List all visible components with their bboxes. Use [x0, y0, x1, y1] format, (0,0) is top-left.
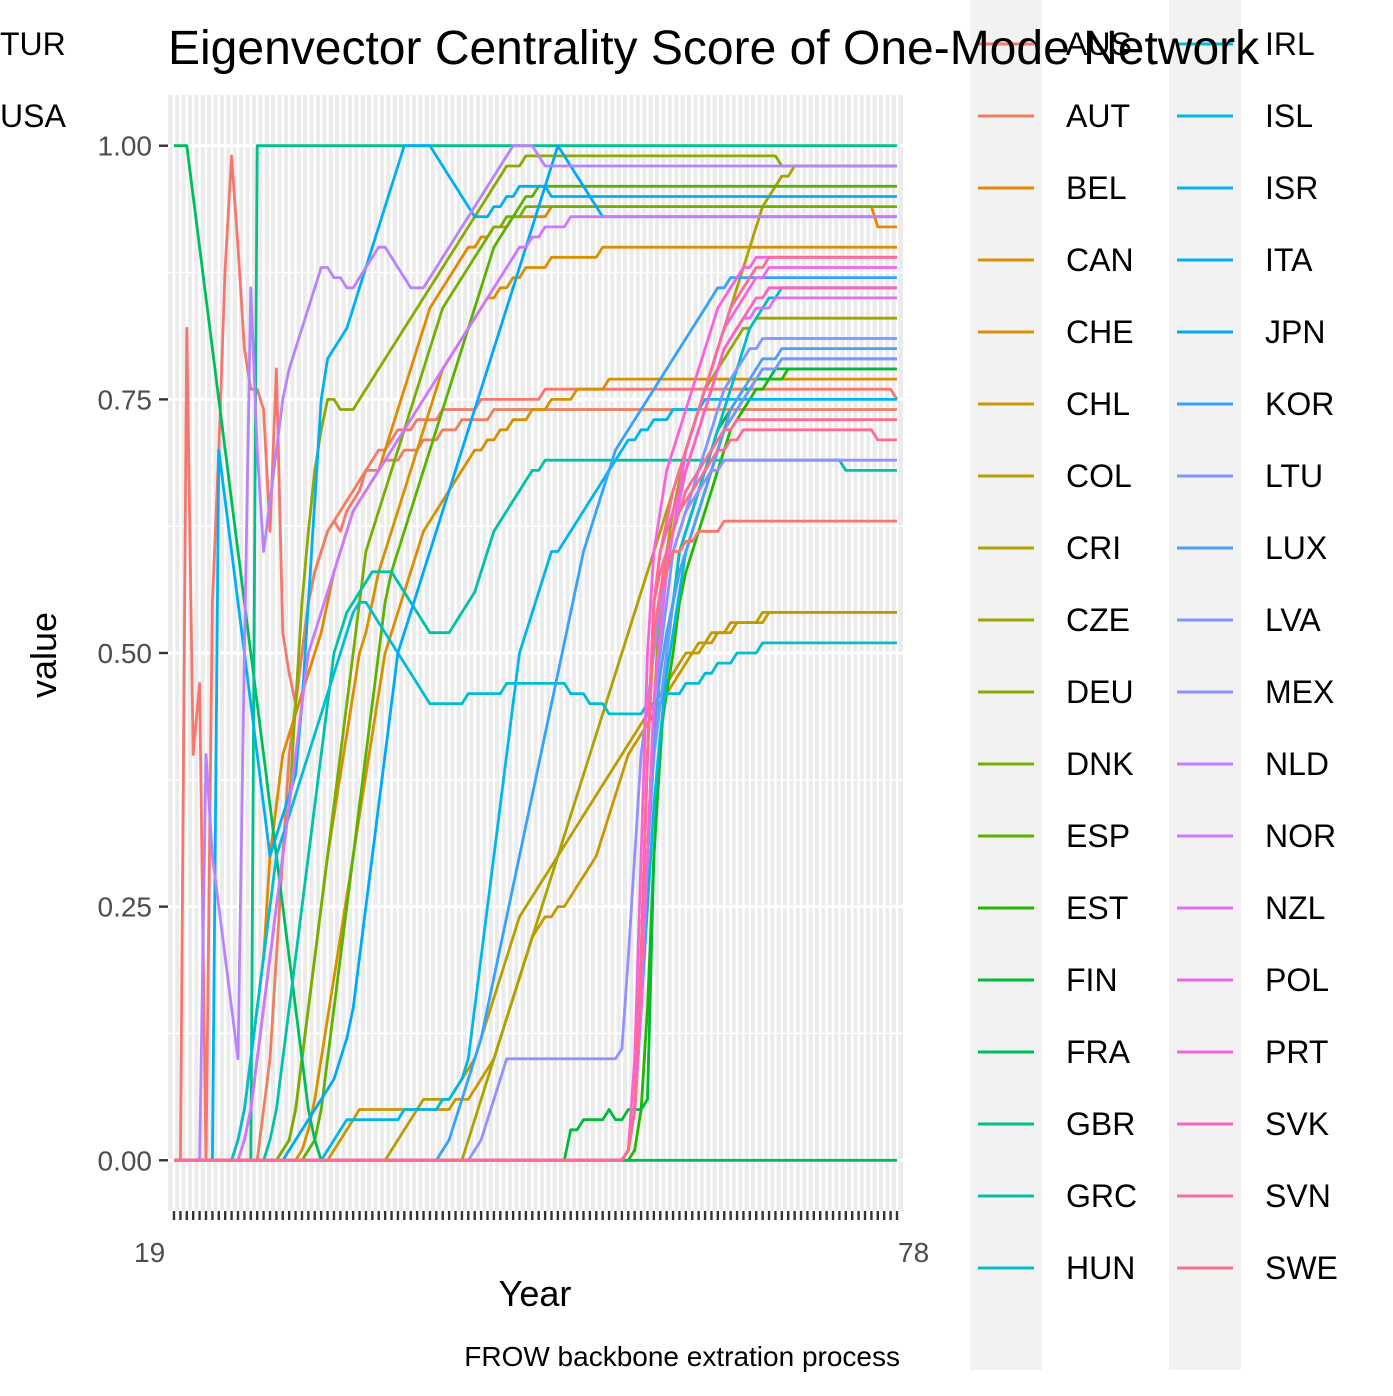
legend-label-mex: MEX: [1265, 674, 1334, 710]
legend-label-gbr: GBR: [1066, 1106, 1135, 1142]
legend-label-lva: LVA: [1265, 602, 1321, 638]
legend-label-ltu: LTU: [1265, 458, 1323, 494]
legend-label-tur: TUR: [0, 26, 66, 62]
y-axis: 0.00 0.25 0.50 0.75 1.00: [98, 131, 168, 1176]
legend-label-ita: ITA: [1265, 242, 1313, 278]
legend-label-est: EST: [1066, 890, 1128, 926]
series-line-gbr: [174, 144, 897, 1162]
series-line-deu: [174, 154, 897, 1162]
legend-label-hun: HUN: [1066, 1250, 1135, 1286]
legend-label-jpn: JPN: [1265, 314, 1325, 350]
x-tick-label-first: 19: [134, 1237, 165, 1268]
legend-label-can: CAN: [1066, 242, 1134, 278]
legend-label-kor: KOR: [1265, 386, 1334, 422]
legend: AUS AUT BEL CAN CHE CHL COL CRI CZE DEU DNK ESP EST F…: [0, 0, 1338, 1370]
y-axis-title: value: [23, 612, 64, 698]
legend-label-irl: IRL: [1265, 26, 1315, 62]
legend-label-prt: PRT: [1265, 1034, 1328, 1070]
series-line-usa: [174, 428, 897, 1162]
series-line-ita: [174, 144, 897, 1162]
legend-key-column: [970, 0, 1042, 1370]
legend-label-deu: DEU: [1066, 674, 1134, 710]
legend-label-nor: NOR: [1265, 818, 1336, 854]
legend-label-aut: AUT: [1066, 98, 1130, 134]
legend-label-col: COL: [1066, 458, 1132, 494]
legend-label-swe: SWE: [1265, 1250, 1338, 1286]
legend-label-grc: GRC: [1066, 1178, 1137, 1214]
legend-label-aus: AUS: [1066, 26, 1132, 62]
series-line-irl: [174, 600, 897, 1162]
legend-label-pol: POL: [1265, 962, 1329, 998]
legend-label-esp: ESP: [1066, 818, 1130, 854]
x-axis: 19 78: [134, 1211, 929, 1268]
legend-label-fin: FIN: [1066, 962, 1118, 998]
legend-label-svn: SVN: [1265, 1178, 1331, 1214]
legend-label-bel: BEL: [1066, 170, 1126, 206]
series-line-nor: [174, 215, 897, 1162]
series-lines: [174, 144, 899, 1162]
series-line-nld: [174, 144, 897, 1162]
y-tick-label: 1.00: [98, 131, 153, 162]
legend-label-cri: CRI: [1066, 530, 1121, 566]
legend-label-usa: USA: [0, 98, 66, 134]
y-tick-label: 0.75: [98, 384, 153, 415]
legend-label-isl: ISL: [1265, 98, 1313, 134]
legend-label-nzl: NZL: [1265, 890, 1325, 926]
legend-label-cze: CZE: [1066, 602, 1130, 638]
y-tick-label: 0.25: [98, 892, 153, 923]
legend-label-nld: NLD: [1265, 746, 1329, 782]
legend-label-svk: SVK: [1265, 1106, 1329, 1142]
chart-title: Eigenvector Centrality Score of One-Mode…: [168, 22, 1260, 75]
caption: FROW backbone extration process: [464, 1341, 900, 1372]
minor-gridlines: [168, 271, 903, 1035]
x-axis-title: Year: [499, 1273, 572, 1314]
legend-label-fra: FRA: [1066, 1034, 1131, 1070]
x-tick-label-last: 78: [898, 1237, 929, 1268]
legend-key-column: [1169, 0, 1241, 1370]
legend-label-lux: LUX: [1265, 530, 1327, 566]
series-line-dnk: [174, 205, 897, 1162]
legend-label-chl: CHL: [1066, 386, 1130, 422]
y-tick-label: 0.00: [98, 1145, 153, 1176]
y-tick-label: 0.50: [98, 638, 153, 669]
legend-label-dnk: DNK: [1066, 746, 1134, 782]
legend-label-che: CHE: [1066, 314, 1134, 350]
legend-label-isr: ISR: [1265, 170, 1318, 206]
